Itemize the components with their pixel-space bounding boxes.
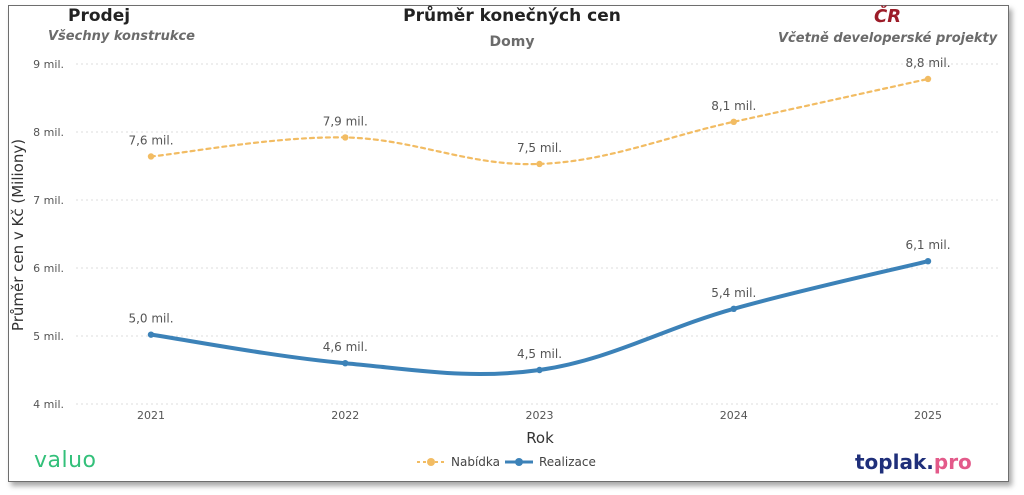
y-tick-label: 9 mil. [33,58,64,71]
legend-marker-realizace [515,458,523,466]
toplak-logo: toplak.pro [855,450,972,474]
data-point-realizace [924,258,932,265]
x-tick-label: 2025 [914,409,942,422]
x-axis-title: Rok [526,429,554,447]
data-point-realizace [536,366,543,374]
data-point-realizace [730,305,737,312]
chart-title: Průměr konečných cen [403,6,621,26]
data-point-realizace [147,331,155,338]
data-label-realizace: 4,6 mil. [323,340,368,354]
data-label-nabidka: 7,5 mil. [517,141,562,155]
chart-card [8,5,1009,482]
legend-marker-nabidka [427,458,435,466]
data-label-nabidka: 8,1 mil. [711,99,756,113]
scope-subtitle: Všechny konstrukce [48,29,195,44]
data-point-nabidka [924,75,932,83]
toplak-logo-main: toplak. [855,450,934,474]
data-point-realizace [342,360,349,367]
data-label-realizace: 5,0 mil. [128,312,173,326]
scope-title: Prodej [68,6,131,26]
y-tick-label: 7 mil. [33,194,64,207]
data-label-nabidka: 8,8 mil. [905,56,950,70]
y-tick-label: 4 mil. [33,398,64,411]
data-label-nabidka: 7,6 mil. [128,133,173,147]
region-subtitle: Včetně developerské projekty [778,31,998,46]
data-label-realizace: 6,1 mil. [905,238,950,252]
data-point-nabidka [730,118,737,126]
y-tick-label: 5 mil. [33,330,64,343]
data-label-realizace: 4,5 mil. [517,347,562,361]
y-tick-label: 8 mil. [33,126,64,139]
x-tick-label: 2022 [331,409,359,422]
x-tick-label: 2024 [720,409,748,422]
legend-label-nabidka: Nabídka [451,455,500,469]
region-title: ČR [874,6,902,27]
x-tick-label: 2023 [526,409,554,422]
toplak-logo-accent: pro [933,450,972,474]
x-tick-label: 2021 [137,409,165,422]
data-point-nabidka [342,134,349,141]
valuo-logo: valuo [34,448,97,473]
legend-label-realizace: Realizace [539,455,596,469]
y-tick-label: 6 mil. [33,262,64,275]
data-label-nabidka: 7,9 mil. [323,114,368,128]
data-point-nabidka [147,153,155,160]
data-point-nabidka [536,160,543,168]
y-axis-title: Průměr cen v Kč (Miliony) [9,139,27,331]
data-label-realizace: 5,4 mil. [711,286,756,300]
chart-subtitle: Domy [489,34,535,50]
